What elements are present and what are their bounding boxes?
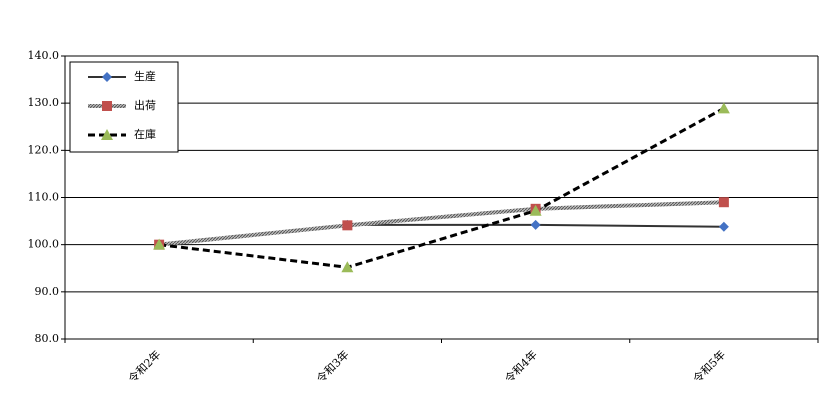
y-tick-label: 110.0 xyxy=(28,191,60,204)
legend-marker xyxy=(102,72,112,82)
marker xyxy=(717,102,730,114)
y-tick-label: 100.0 xyxy=(28,238,60,251)
y-tick-label: 80.0 xyxy=(35,332,60,345)
series-line xyxy=(158,200,724,247)
y-tick-label: 140.0 xyxy=(28,49,60,62)
y-tick-label: 120.0 xyxy=(28,143,60,156)
marker xyxy=(342,220,353,231)
marker xyxy=(341,261,354,273)
legend-label: 生産 xyxy=(134,69,156,83)
x-tick-label: 令和5年 xyxy=(690,347,728,385)
x-tick-label: 令和2年 xyxy=(125,347,163,385)
marker xyxy=(530,219,541,230)
x-tick-label: 令和4年 xyxy=(502,347,540,385)
marker xyxy=(529,204,542,216)
marker xyxy=(718,197,729,208)
legend-label: 出荷 xyxy=(134,98,156,112)
legend-label: 在庫 xyxy=(134,127,156,141)
marker xyxy=(718,221,729,232)
legend-marker xyxy=(101,129,113,140)
y-tick-label: 90.0 xyxy=(35,285,60,298)
legend-marker xyxy=(102,101,112,111)
y-tick-label: 130.0 xyxy=(28,96,60,109)
x-tick-label: 令和3年 xyxy=(313,347,351,385)
marker xyxy=(153,238,166,250)
series-line xyxy=(158,107,725,269)
